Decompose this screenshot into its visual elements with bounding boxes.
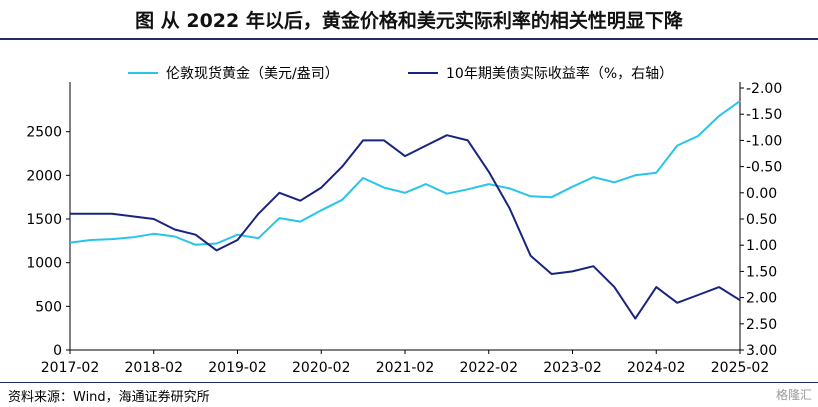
title-bar: 图 从 2022 年以后，黄金价格和美元实际利率的相关性明显下降 [0, 0, 818, 40]
x-tick-label: 2021-02 [376, 360, 435, 376]
y-right-tick-label: -0.50 [746, 160, 782, 176]
legend-label-gold: 伦敦现货黄金（美元/盎司） [166, 65, 339, 82]
y-right-tick-label: -1.50 [746, 107, 782, 123]
y-right-tick-label: -1.00 [746, 133, 782, 149]
y-right-tick-label: 2.00 [746, 291, 777, 307]
y-right-tick-label: 1.00 [746, 238, 777, 254]
legend-label-yield: 10年期美债实际收益率（%，右轴） [446, 65, 673, 82]
x-tick-label: 2022-02 [460, 360, 519, 376]
footer-divider [0, 382, 818, 383]
watermark: 格隆汇 [775, 388, 812, 402]
real-yield-line [70, 134, 741, 320]
x-tick-label: 2020-02 [292, 360, 351, 376]
y-right-tick-label: -2.00 [746, 81, 782, 97]
x-tick-label: 2023-02 [543, 360, 602, 376]
y-left-tick-label: 2500 [26, 125, 62, 141]
x-tick-label: 2019-02 [208, 360, 267, 376]
y-left-tick-label: 0 [53, 343, 62, 359]
y-left-tick-label: 1500 [26, 212, 62, 228]
y-right-tick-label: 2.50 [746, 317, 777, 333]
x-tick-label: 2018-02 [125, 360, 184, 376]
chart-canvas: 0 500 1000 1500 2000 2500 -2.00 -1.50 -1.00 -0.50… [26, 65, 782, 376]
source-note: 资料来源：Wind，海通证券研究所 [8, 390, 210, 405]
x-tick-label: 2024-02 [627, 360, 686, 376]
x-tick-label: 2025-02 [711, 360, 770, 376]
gold-price-line [69, 100, 741, 246]
y-right-tick-label: 0.00 [746, 186, 777, 202]
y-right-tick-label: 1.50 [746, 264, 777, 280]
y-right-tick-label: 3.00 [746, 343, 777, 359]
x-tick-label: 2017-02 [41, 360, 100, 376]
y-right-tick-label: 0.50 [746, 212, 777, 228]
y-left-tick-label: 2000 [26, 168, 62, 184]
y-left-tick-label: 1000 [26, 256, 62, 272]
chart-title: 图 从 2022 年以后，黄金价格和美元实际利率的相关性明显下降 [135, 10, 683, 32]
y-left-tick-label: 500 [35, 299, 62, 315]
